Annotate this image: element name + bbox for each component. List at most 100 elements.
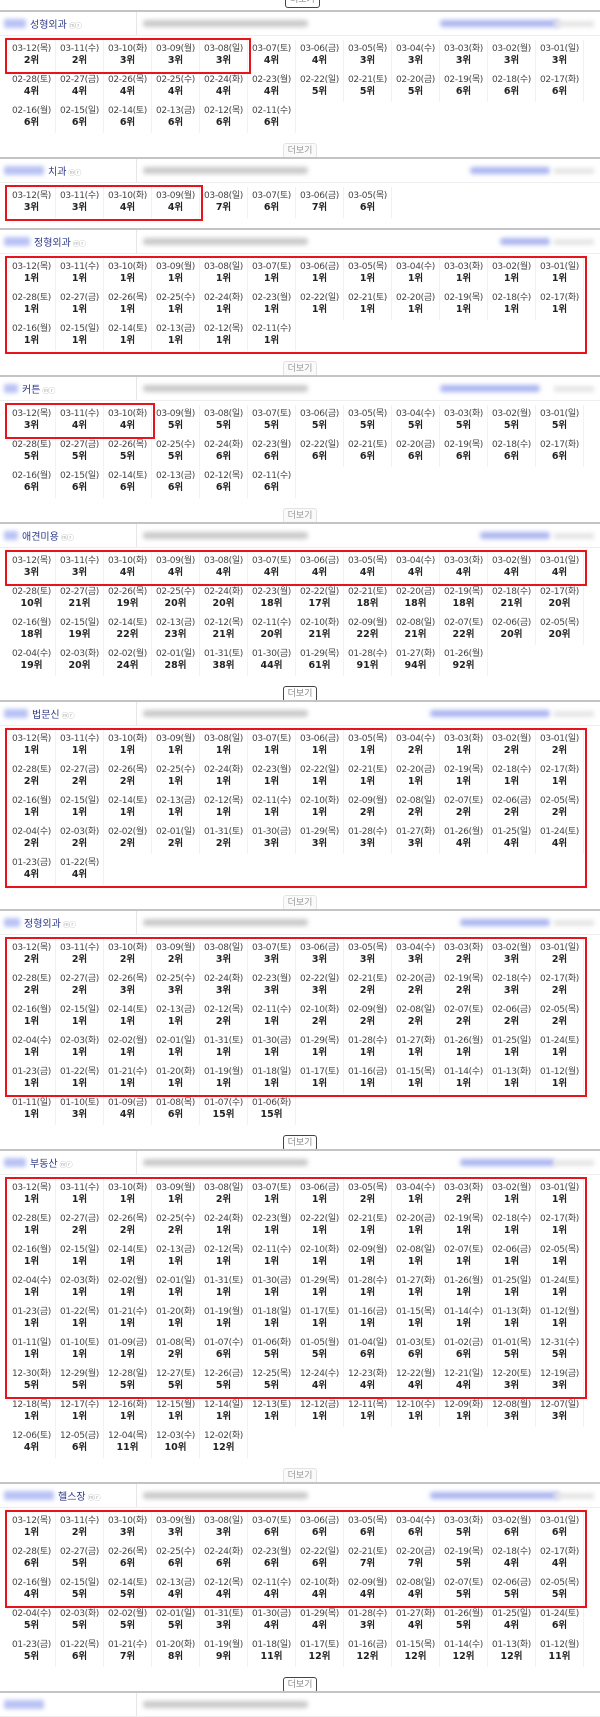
rank-value: 1위: [215, 1318, 232, 1329]
rank-value: 1위: [503, 1287, 520, 1298]
header-icons: ⓜⓡ: [61, 711, 75, 721]
rank-value: 2위: [71, 776, 88, 787]
rank-date: 02-15(일): [59, 618, 100, 628]
rank-date: 02-26(목): [107, 974, 148, 984]
section-title[interactable]: 치과: [48, 167, 67, 178]
section-title[interactable]: 헬스장: [58, 1492, 86, 1503]
circle-m-icon[interactable]: ⓜ: [87, 1493, 95, 1502]
rank-cell: 03-12(목) 3위: [8, 405, 56, 436]
rank-date: 12-24(수): [299, 1369, 340, 1379]
rank-date: 01-29(목): [299, 1276, 340, 1286]
circle-m-icon[interactable]: ⓜ: [72, 239, 80, 248]
rank-cell: 03-04(수) 4위: [392, 552, 440, 583]
rank-date: 02-23(월): [251, 974, 292, 984]
circle-r-icon[interactable]: ⓡ: [93, 1493, 101, 1502]
circle-m-icon[interactable]: ⓜ: [60, 533, 68, 542]
rank-date: 02-19(목): [443, 765, 484, 775]
rank-cell: 02-27(금) 5위: [56, 436, 104, 467]
rank-cell: 02-23(월) 6위: [248, 1543, 296, 1574]
rank-cell: 02-08(일) 2위: [392, 1001, 440, 1032]
rank-value: 1위: [23, 304, 40, 315]
circle-r-icon[interactable]: ⓡ: [78, 239, 86, 248]
section-title[interactable]: 법문신: [32, 710, 60, 721]
rank-cell: 02-10(화) 1위: [296, 792, 344, 823]
rank-value: 1위: [23, 1318, 40, 1329]
rank-value: 23위: [164, 629, 187, 640]
rank-value: 1위: [215, 776, 232, 787]
section-title[interactable]: 성형외과: [30, 20, 67, 31]
section-title[interactable]: 커튼: [22, 385, 41, 396]
circle-r-icon[interactable]: ⓡ: [66, 533, 74, 542]
circle-m-icon[interactable]: ⓜ: [42, 386, 49, 395]
rank-value: 2위: [407, 985, 424, 996]
rank-value: 5위: [119, 1620, 136, 1631]
rank-date: 02-07(토): [443, 1005, 484, 1015]
rank-grid: 03-12(목) 3위 03-11(수) 3위 03-10(화) 4위 03-09(월) 4위…: [0, 183, 592, 221]
rank-date: 01-02(금): [443, 1338, 484, 1348]
rank-cell: 01-08(목) 6위: [152, 1094, 200, 1125]
rank-cell: 03-08(일) 4위: [200, 552, 248, 583]
rank-date: 03-05(목): [347, 556, 388, 566]
rank-cell: 01-24(토) 4위: [536, 823, 584, 854]
section-title[interactable]: 정형외과: [34, 238, 71, 249]
circle-r-icon[interactable]: ⓡ: [74, 21, 82, 30]
more-button[interactable]: 더보기: [285, 0, 320, 8]
rank-date: 01-26(월): [443, 1609, 484, 1619]
circle-m-icon[interactable]: ⓜ: [62, 920, 70, 929]
blurred-url: [143, 20, 308, 27]
rank-cell: 02-01(일) 28위: [152, 645, 200, 676]
circle-r-icon[interactable]: ⓡ: [74, 168, 81, 177]
section-title[interactable]: 정형외과: [24, 919, 61, 930]
rank-cell: 01-18(일) 11위: [248, 1636, 296, 1667]
rank-cell: 02-20(금) 7위: [392, 1543, 440, 1574]
rank-value: 3위: [215, 55, 232, 66]
circle-r-icon[interactable]: ⓡ: [68, 920, 76, 929]
rank-date: 01-15(목): [395, 1640, 436, 1650]
rank-date: 03-04(수): [395, 262, 436, 272]
rank-cell: 02-18(수) 21위: [488, 583, 536, 614]
circle-m-icon[interactable]: ⓜ: [59, 1160, 67, 1169]
rank-value: 15위: [260, 1109, 283, 1120]
rank-value: 1위: [71, 807, 88, 818]
rank-date: 01-24(토): [539, 1609, 580, 1619]
rank-date: 02-04(수): [11, 827, 52, 837]
rank-value: 1위: [119, 1411, 136, 1422]
rank-cell: 03-12(목) 1위: [8, 1512, 56, 1543]
rank-date: 02-19(목): [443, 1214, 484, 1224]
rank-value: 3위: [263, 985, 280, 996]
rank-date: 02-14(토): [107, 324, 148, 334]
rank-value: 4위: [311, 55, 328, 66]
section-title[interactable]: 애견미용: [22, 532, 59, 543]
rank-cell: 12-26(금) 5위: [200, 1365, 248, 1396]
rank-date: 03-10(화): [107, 1516, 148, 1526]
rank-grid: 03-12(목) 1위 03-11(수) 1위 03-10(화) 1위 03-09(월) 1위…: [0, 254, 592, 354]
rank-value: 2위: [71, 954, 88, 965]
rank-cell: 12-15(월) 1위: [152, 1396, 200, 1427]
rank-cell: 03-02(월) 1위: [488, 1179, 536, 1210]
circle-r-icon[interactable]: ⓡ: [67, 711, 75, 720]
rank-value: 4위: [551, 567, 568, 578]
rank-cell: 02-22(일) 3위: [296, 970, 344, 1001]
rank-value: 1위: [455, 304, 472, 315]
circle-r-icon[interactable]: ⓡ: [65, 1160, 73, 1169]
rank-date: 03-10(화): [107, 1183, 148, 1193]
rank-cell: 03-11(수) 3위: [56, 552, 104, 583]
rank-cell: 02-24(화) 1위: [200, 1210, 248, 1241]
circle-m-icon[interactable]: ⓜ: [61, 711, 69, 720]
rank-value: 3위: [215, 1620, 232, 1631]
rank-cell: 01-16(금) 1위: [344, 1303, 392, 1334]
rank-date: 01-30(금): [251, 1036, 292, 1046]
circle-m-icon[interactable]: ⓜ: [68, 168, 75, 177]
rank-date: 02-19(목): [443, 75, 484, 85]
rank-value: 2위: [167, 1225, 184, 1236]
rank-cell: 01-29(목) 3위: [296, 823, 344, 854]
section-title[interactable]: 부동산: [30, 1159, 58, 1170]
rank-date: 03-11(수): [59, 409, 100, 419]
rank-value: 1위: [551, 304, 568, 315]
circle-r-icon[interactable]: ⓡ: [48, 386, 55, 395]
rank-date: 03-11(수): [59, 734, 100, 744]
more-button[interactable]: 더보기: [282, 895, 318, 911]
blurred-keyword-prefix: [4, 1158, 26, 1167]
circle-m-icon[interactable]: ⓜ: [68, 21, 76, 30]
rank-value: 1위: [311, 1078, 328, 1089]
